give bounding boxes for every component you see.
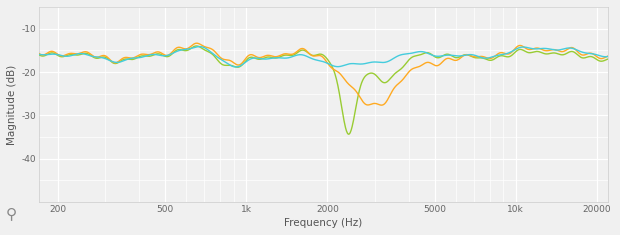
Y-axis label: Magnitude (dB): Magnitude (dB) — [7, 64, 17, 145]
Text: ⚲: ⚲ — [6, 206, 17, 221]
X-axis label: Frequency (Hz): Frequency (Hz) — [285, 218, 363, 228]
